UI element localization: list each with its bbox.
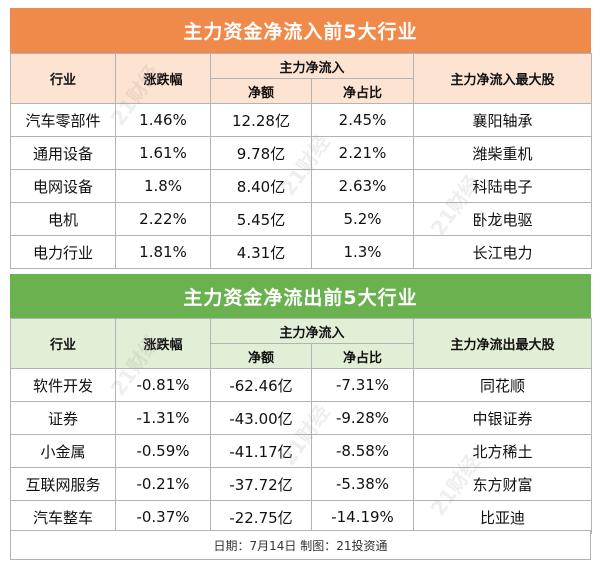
top-stock-cell: 科陆电子: [413, 169, 593, 203]
ratio-cell: -14.19%: [310, 500, 415, 534]
table-row: 证券 -1.31% -43.00亿 -9.28% 中银证券: [10, 401, 593, 435]
net-cell: -43.00亿: [210, 401, 312, 435]
industry-cell: 通用设备: [10, 136, 116, 170]
table-row: 电力行业 1.81% 4.31亿 1.3% 长江电力: [10, 235, 593, 269]
outflow-title: 主力资金净流出前5大行业: [10, 274, 591, 318]
top-stock-cell: 中银证券: [413, 401, 593, 435]
industry-cell: 互联网服务: [10, 467, 116, 501]
top-stock-cell: 卧龙电驱: [413, 202, 593, 236]
industry-cell: 电网设备: [10, 169, 116, 203]
top-stock-cell: 长江电力: [413, 235, 593, 269]
change-cell: -0.59%: [115, 434, 211, 468]
ratio-cell: 2.21%: [310, 136, 415, 170]
top-stock-cell: 同花顺: [413, 368, 593, 402]
change-cell: 1.46%: [115, 103, 211, 137]
change-cell: -0.21%: [115, 467, 211, 501]
outflow-header-group: 主力净流入: [209, 318, 415, 344]
industry-cell: 小金属: [10, 434, 116, 468]
net-cell: -37.72亿: [210, 467, 312, 501]
top-stock-cell: 东方财富: [413, 467, 593, 501]
change-cell: 1.81%: [115, 235, 211, 269]
table-row: 通用设备 1.61% 9.78亿 2.21% 潍柴重机: [10, 136, 593, 170]
net-cell: -22.75亿: [210, 500, 312, 534]
inflow-title: 主力资金净流入前5大行业: [10, 8, 591, 53]
table-row: 汽车整车 -0.37% -22.75亿 -14.19% 比亚迪: [10, 500, 593, 534]
top-stock-cell: 襄阳轴承: [413, 103, 593, 137]
ratio-cell: -5.38%: [310, 467, 415, 501]
outflow-header-net: 净额: [210, 343, 312, 369]
ratio-cell: -9.28%: [310, 401, 415, 435]
inflow-table: 行业 涨跌幅 主力净流入 主力净流入最大股 净额 净占比 汽车零部件 1.46%…: [10, 53, 593, 269]
inflow-subheader-row: 净额 净占比: [11, 78, 592, 104]
inflow-header-top-stock: 主力净流入最大股: [413, 53, 593, 104]
change-cell: 1.8%: [115, 169, 211, 203]
table-row: 互联网服务 -0.21% -37.72亿 -5.38% 东方财富: [10, 467, 593, 501]
net-cell: -62.46亿: [210, 368, 312, 402]
inflow-header-net: 净额: [210, 78, 312, 104]
table-row: 软件开发 -0.81% -62.46亿 -7.31% 同花顺: [10, 368, 593, 402]
table-row: 小金属 -0.59% -41.17亿 -8.58% 北方稀土: [10, 434, 593, 468]
outflow-header-row: 行业 涨跌幅 主力净流入 主力净流出最大股: [10, 318, 593, 369]
outflow-header-industry: 行业: [10, 318, 116, 369]
outflow-table: 行业 涨跌幅 主力净流入 主力净流出最大股 净额 净占比 软件开发 -0.81%…: [10, 318, 593, 534]
ratio-cell: -8.58%: [310, 434, 415, 468]
outflow-header-change: 涨跌幅: [115, 318, 211, 369]
net-cell: 8.40亿: [210, 169, 312, 203]
ratio-cell: 5.2%: [310, 202, 415, 236]
inflow-header-change: 涨跌幅: [115, 53, 211, 104]
change-cell: -1.31%: [115, 401, 211, 435]
net-cell: 5.45亿: [210, 202, 312, 236]
top-stock-cell: 潍柴重机: [413, 136, 593, 170]
net-cell: 4.31亿: [210, 235, 312, 269]
inflow-header-group: 主力净流入: [209, 53, 415, 79]
industry-cell: 软件开发: [10, 368, 116, 402]
inflow-header-row: 行业 涨跌幅 主力净流入 主力净流入最大股: [10, 53, 593, 104]
table-row: 电机 2.22% 5.45亿 5.2% 卧龙电驱: [10, 202, 593, 236]
ratio-cell: 2.45%: [310, 103, 415, 137]
net-cell: -41.17亿: [210, 434, 312, 468]
table-row: 汽车零部件 1.46% 12.28亿 2.45% 襄阳轴承: [10, 103, 593, 137]
table-row: 电网设备 1.8% 8.40亿 2.63% 科陆电子: [10, 169, 593, 203]
net-cell: 12.28亿: [210, 103, 312, 137]
change-cell: 2.22%: [115, 202, 211, 236]
inflow-header-ratio: 净占比: [310, 78, 415, 104]
outflow-header-ratio: 净占比: [310, 343, 415, 369]
change-cell: -0.37%: [115, 500, 211, 534]
net-cell: 9.78亿: [210, 136, 312, 170]
ratio-cell: 2.63%: [310, 169, 415, 203]
industry-cell: 证券: [10, 401, 116, 435]
inflow-header-industry: 行业: [10, 53, 116, 104]
ratio-cell: -7.31%: [310, 368, 415, 402]
ratio-cell: 1.3%: [310, 235, 415, 269]
top-stock-cell: 比亚迪: [413, 500, 593, 534]
footer-credit: 日期：7月14日 制图：21投资通: [10, 530, 591, 560]
change-cell: 1.61%: [115, 136, 211, 170]
industry-cell: 汽车零部件: [10, 103, 116, 137]
industry-cell: 电机: [10, 202, 116, 236]
outflow-header-top-stock: 主力净流出最大股: [413, 318, 593, 369]
change-cell: -0.81%: [115, 368, 211, 402]
industry-cell: 汽车整车: [10, 500, 116, 534]
industry-cell: 电力行业: [10, 235, 116, 269]
top-stock-cell: 北方稀土: [413, 434, 593, 468]
